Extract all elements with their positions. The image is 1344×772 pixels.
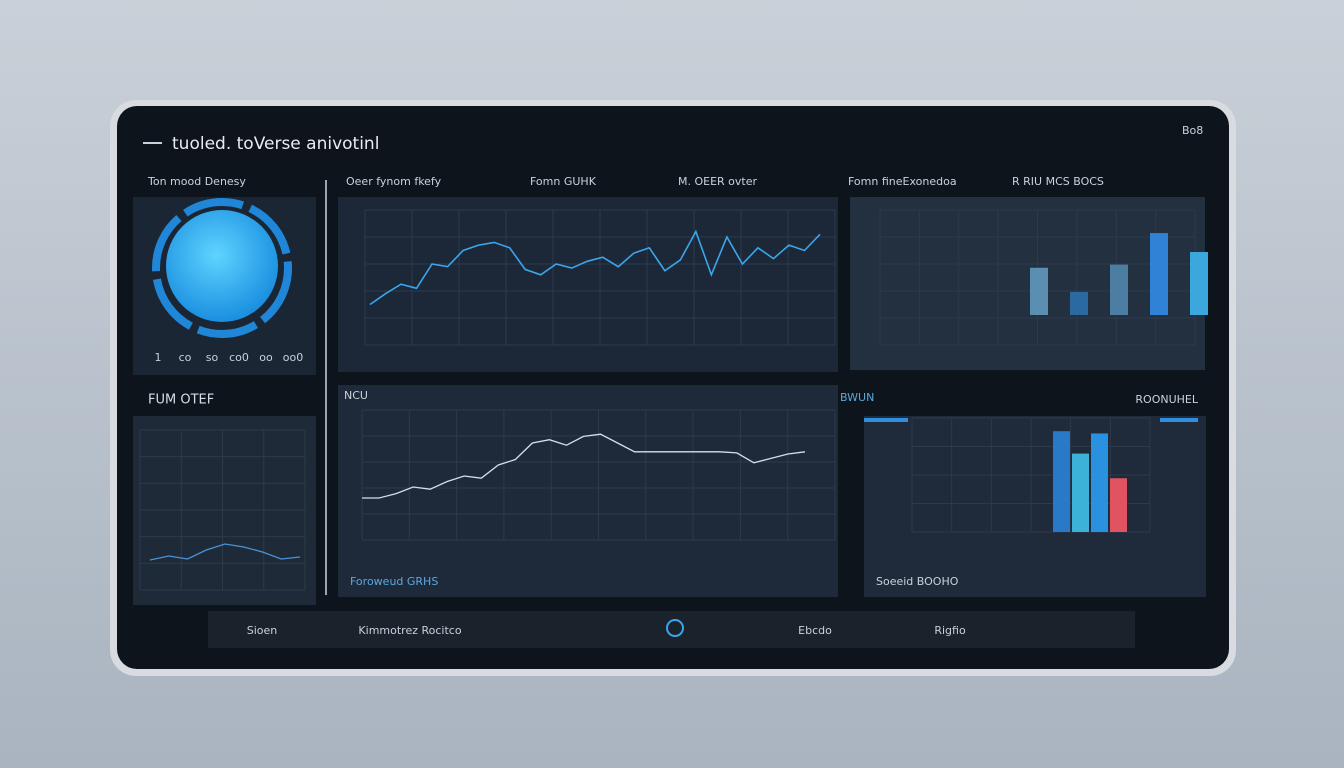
gauge-label: so bbox=[206, 351, 219, 364]
panel-heading: M. OEER ovter bbox=[678, 175, 758, 188]
panel-title: BWUN bbox=[840, 391, 874, 404]
footer-item[interactable]: Kimmotrez Rocitco bbox=[358, 624, 461, 637]
footer-item[interactable]: Rigfio bbox=[934, 624, 966, 637]
caption: Foroweud GRHS bbox=[350, 575, 438, 588]
footer-bar bbox=[208, 611, 1135, 648]
panel-heading: Oeer fynom fkefy bbox=[346, 175, 442, 188]
panel-title: FUM OTEF bbox=[148, 393, 214, 408]
gauge-label: oo0 bbox=[283, 351, 303, 364]
panel-heading: R RIU MCS BOCS bbox=[1012, 175, 1104, 188]
line-series bbox=[369, 229, 821, 306]
gauge-label: co bbox=[179, 351, 192, 364]
bar bbox=[1110, 478, 1127, 532]
bar bbox=[1190, 252, 1208, 315]
status: Bo8 bbox=[1182, 124, 1203, 137]
bar bbox=[1110, 264, 1128, 315]
home-button[interactable] bbox=[666, 619, 684, 637]
footer-item[interactable]: Ebcdo bbox=[798, 624, 832, 637]
accent bbox=[864, 418, 908, 422]
chart-panel bbox=[850, 197, 1205, 370]
gauge-label: 1 bbox=[155, 351, 162, 364]
panel-title: Ton mood Denesy bbox=[147, 175, 246, 188]
chart-panel bbox=[338, 197, 838, 372]
panel-title: NCU bbox=[344, 389, 368, 402]
bar bbox=[1030, 267, 1048, 315]
footer-item[interactable]: Sioen bbox=[247, 624, 278, 637]
chart-panel bbox=[864, 416, 1206, 597]
bar bbox=[1053, 431, 1070, 532]
gauge-label: oo bbox=[259, 351, 273, 364]
panel-title: ROONUHEL bbox=[1135, 393, 1198, 406]
panel-heading: Fomn fineExonedoa bbox=[848, 175, 957, 188]
accent bbox=[1160, 418, 1198, 422]
bar bbox=[1072, 453, 1089, 532]
bar bbox=[1091, 433, 1108, 532]
bar bbox=[1150, 233, 1168, 315]
chart-panel bbox=[338, 385, 838, 597]
bar bbox=[1070, 291, 1088, 315]
panel-heading: Fomn GUHK bbox=[530, 175, 597, 188]
gauge-label: co0 bbox=[229, 351, 249, 364]
line-series bbox=[362, 433, 806, 499]
caption: Soeeid BOOHO bbox=[876, 575, 959, 588]
gauge bbox=[166, 210, 278, 322]
gauge-ring bbox=[152, 198, 292, 338]
line-series bbox=[149, 543, 301, 561]
app-title: tuoled. toVerse anivotinl bbox=[172, 134, 379, 154]
